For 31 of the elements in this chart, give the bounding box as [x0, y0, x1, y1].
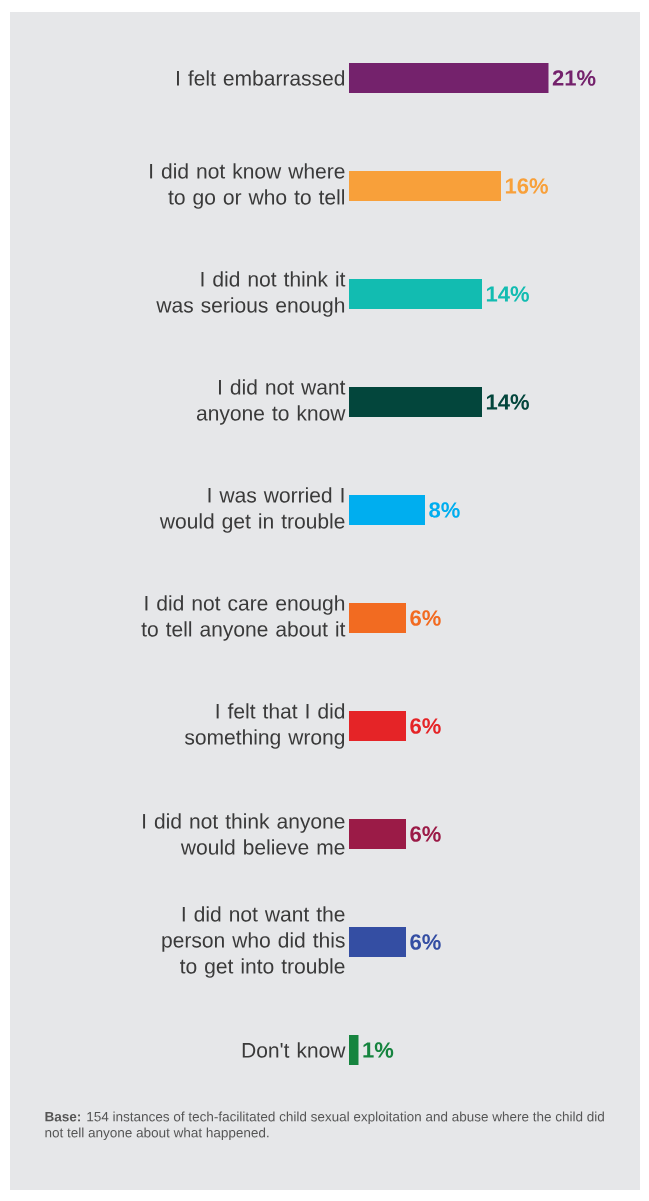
data-label: 16% — [505, 178, 548, 194]
data-label: 6% — [410, 610, 441, 626]
y-tick-label: Don't know — [242, 1042, 346, 1058]
text: Base: 154 instances of tech-facilitated child sexual exploitation and abuse where the child did not tell anyone about what happened. — [45, 1111, 604, 1141]
bar — [349, 711, 406, 742]
data-label: 6% — [410, 718, 441, 734]
y-tick-label: I did not know where to go or who to tell — [150, 163, 345, 209]
data-label: 21% — [552, 70, 596, 86]
bar — [349, 171, 501, 201]
y-tick-label: I did not think it was serious enough — [156, 271, 346, 317]
y-tick-label: I felt that I did something wrong — [184, 703, 345, 749]
data-label: 6% — [410, 826, 441, 842]
bar — [349, 927, 406, 958]
bar — [349, 819, 406, 850]
bar — [349, 63, 549, 93]
y-tick-label: I was worried I would get in trouble — [159, 487, 345, 533]
data-label: 8% — [429, 502, 460, 518]
data-label: 14% — [486, 394, 529, 410]
y-tick-label: I did not want anyone to know — [196, 379, 346, 425]
bar — [349, 1035, 359, 1066]
y-tick-label: I did not think anyone would believe me — [143, 813, 345, 855]
bar — [349, 279, 482, 309]
y-tick-label: I did not care enough to tell anyone about it — [141, 595, 346, 641]
y-tick-label: I felt embarrassed — [177, 70, 345, 86]
data-label: 14% — [486, 286, 529, 302]
bar — [349, 387, 482, 418]
data-label: 1% — [363, 1042, 394, 1058]
data-label: 6% — [410, 934, 441, 950]
y-tick-label: I did not want the person who did this to get into trouble — [162, 906, 345, 978]
bar — [349, 495, 425, 526]
bar — [349, 603, 406, 634]
